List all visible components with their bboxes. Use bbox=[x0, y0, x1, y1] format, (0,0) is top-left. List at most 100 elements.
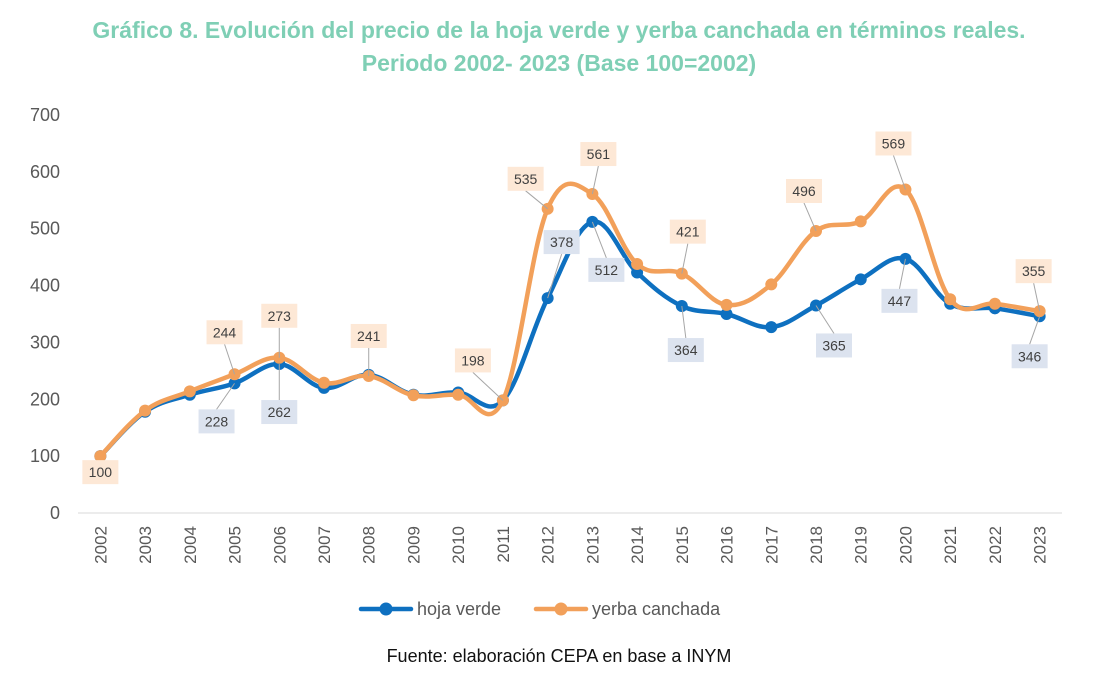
data-label-bg bbox=[580, 142, 617, 167]
data-label-bg bbox=[875, 131, 912, 156]
data-label: 244 bbox=[213, 324, 237, 340]
data-point-yerba-canchada bbox=[407, 389, 420, 402]
x-tick-label: 2022 bbox=[986, 526, 1005, 564]
data-point-yerba-canchada bbox=[720, 298, 733, 311]
legend-item-hoja-verde: hoja verde bbox=[358, 599, 501, 619]
chart-title: Gráfico 8. Evolución del precio de la ho… bbox=[0, 14, 1118, 80]
data-label-bg bbox=[507, 166, 544, 191]
x-tick-label: 2010 bbox=[449, 526, 468, 564]
x-tick-label: 2015 bbox=[673, 526, 692, 564]
x-tick-label: 2019 bbox=[852, 526, 871, 564]
x-tick-label: 2006 bbox=[270, 526, 289, 564]
data-label: 569 bbox=[882, 135, 906, 151]
data-label-leader bbox=[815, 305, 835, 334]
x-tick-label: 2016 bbox=[718, 526, 737, 564]
data-label-bg bbox=[669, 219, 706, 244]
source-note: Fuente: elaboración CEPA en base a INYM bbox=[386, 646, 732, 666]
data-label-bg bbox=[206, 320, 243, 345]
data-label: 535 bbox=[514, 171, 538, 187]
y-tick-label: 600 bbox=[30, 162, 60, 182]
data-label: 447 bbox=[888, 293, 912, 309]
data-label-leader bbox=[681, 305, 687, 339]
legend-marker bbox=[554, 602, 568, 616]
legend-item-yerba-canchada: yerba canchada bbox=[533, 599, 721, 619]
data-label: 421 bbox=[676, 224, 700, 240]
data-label: 346 bbox=[1018, 348, 1042, 364]
data-point-hoja-verde bbox=[631, 266, 644, 279]
x-tick-label: 2017 bbox=[762, 526, 781, 564]
legend-label: hoja verde bbox=[417, 599, 501, 619]
x-tick-label: 2013 bbox=[583, 526, 602, 564]
data-label-leader bbox=[1033, 283, 1041, 312]
x-tick-label: 2009 bbox=[404, 526, 423, 564]
data-label-leader bbox=[472, 372, 504, 401]
data-label: 273 bbox=[268, 308, 292, 324]
x-tick-label: 2018 bbox=[807, 526, 826, 564]
y-tick-label: 500 bbox=[30, 219, 60, 239]
data-label-leader bbox=[892, 155, 906, 190]
y-tick-label: 0 bbox=[50, 503, 60, 523]
data-label-bg bbox=[543, 230, 580, 255]
data-point-yerba-canchada bbox=[631, 257, 644, 270]
data-label-bg bbox=[454, 348, 491, 373]
data-label-bg bbox=[261, 400, 298, 425]
data-label-bg bbox=[1011, 344, 1048, 369]
data-point-yerba-canchada bbox=[139, 404, 152, 417]
chart-title-line-1: Gráfico 8. Evolución del precio de la ho… bbox=[92, 17, 1026, 43]
data-label-leader bbox=[681, 243, 689, 274]
x-tick-label: 2023 bbox=[1031, 526, 1050, 564]
data-label-bg bbox=[786, 178, 822, 203]
x-tick-label: 2002 bbox=[91, 526, 110, 564]
data-label-leader bbox=[547, 253, 563, 299]
y-tick-label: 200 bbox=[30, 389, 60, 409]
data-point-yerba-canchada bbox=[988, 297, 1001, 310]
y-tick-label: 400 bbox=[30, 276, 60, 296]
data-label-bg bbox=[198, 409, 235, 434]
data-label-bg bbox=[1015, 259, 1052, 284]
data-label: 364 bbox=[674, 342, 698, 358]
x-tick-label: 2020 bbox=[896, 526, 915, 564]
data-label-leader bbox=[525, 190, 548, 210]
data-point-hoja-verde bbox=[720, 308, 733, 320]
data-label: 355 bbox=[1022, 263, 1046, 279]
data-label: 198 bbox=[461, 352, 485, 368]
data-label-leader bbox=[898, 258, 906, 289]
data-point-yerba-canchada bbox=[765, 278, 778, 291]
x-tick-label: 2007 bbox=[315, 526, 334, 564]
data-label-leader bbox=[591, 221, 607, 259]
series-line-hoja-verde bbox=[98, 219, 1042, 459]
data-label: 228 bbox=[205, 413, 229, 429]
data-point-yerba-canchada bbox=[183, 385, 196, 398]
data-point-yerba-canchada bbox=[854, 215, 867, 228]
data-label-bg bbox=[82, 460, 119, 485]
data-label-bg bbox=[667, 338, 704, 363]
data-label-bg bbox=[588, 257, 625, 282]
data-label-leader bbox=[224, 344, 236, 375]
data-label: 262 bbox=[268, 404, 292, 420]
data-label: 100 bbox=[89, 464, 113, 480]
data-point-hoja-verde bbox=[765, 321, 778, 334]
legend-label: yerba canchada bbox=[592, 599, 721, 619]
y-tick-label: 100 bbox=[30, 446, 60, 466]
data-label-leader bbox=[216, 383, 235, 410]
data-label-leader bbox=[591, 165, 599, 195]
series-line-yerba-canchada bbox=[98, 181, 1042, 459]
x-tick-label: 2021 bbox=[941, 526, 960, 564]
chart-title-line-2: Periodo 2002- 2023 (Base 100=2002) bbox=[361, 50, 757, 76]
data-point-yerba-canchada bbox=[944, 293, 957, 306]
data-point-yerba-canchada bbox=[94, 450, 107, 463]
data-label-bg bbox=[350, 323, 387, 348]
data-label: 512 bbox=[595, 262, 619, 278]
data-point-yerba-canchada bbox=[452, 388, 465, 401]
data-label: 561 bbox=[587, 146, 611, 162]
x-tick-label: 2005 bbox=[226, 526, 245, 564]
y-tick-label: 300 bbox=[30, 332, 60, 352]
data-point-yerba-canchada bbox=[318, 376, 330, 389]
data-label: 365 bbox=[822, 337, 846, 353]
x-tick-label: 2014 bbox=[628, 526, 647, 564]
data-label-bg bbox=[881, 288, 918, 313]
data-label: 496 bbox=[792, 183, 816, 199]
x-tick-label: 2004 bbox=[181, 526, 200, 564]
data-label-leader bbox=[1029, 316, 1041, 345]
